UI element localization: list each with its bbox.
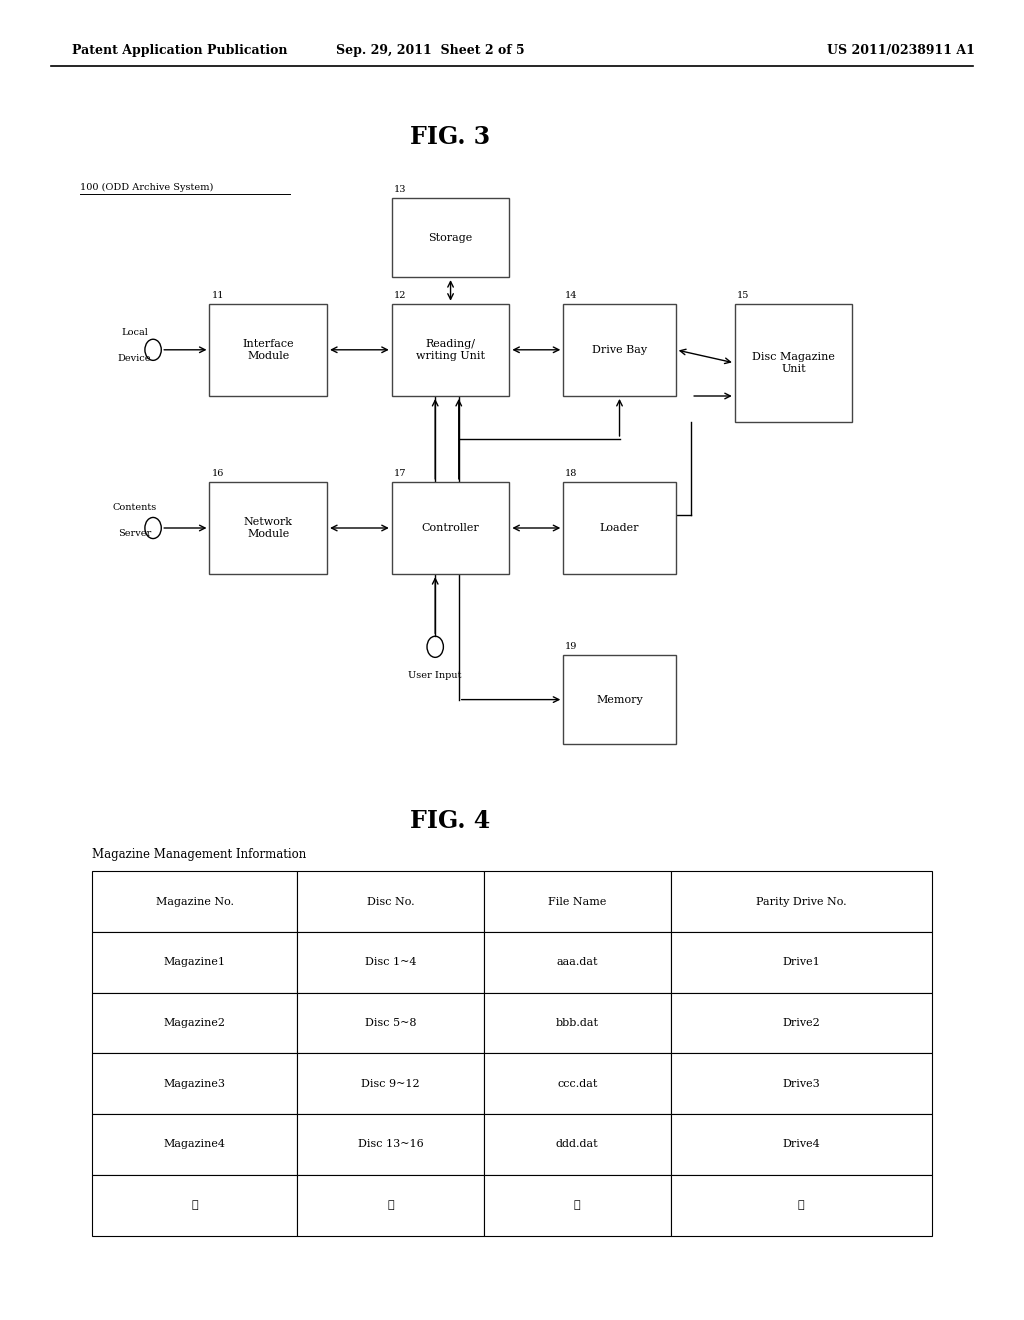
Text: FIG. 3: FIG. 3: [411, 125, 490, 149]
Text: Loader: Loader: [600, 523, 639, 533]
Text: Disc 1~4: Disc 1~4: [365, 957, 417, 968]
Text: ⋮: ⋮: [191, 1200, 198, 1210]
Bar: [391, 198, 510, 277]
Bar: [297, 993, 484, 1053]
Bar: [297, 932, 484, 993]
Bar: [297, 1053, 484, 1114]
Bar: [92, 871, 297, 932]
Text: Memory: Memory: [596, 694, 643, 705]
Text: Contents: Contents: [113, 503, 157, 512]
Text: User Input: User Input: [409, 671, 462, 680]
Text: Magazine1: Magazine1: [164, 957, 225, 968]
Text: File Name: File Name: [548, 896, 606, 907]
Bar: [391, 304, 510, 396]
Text: Magazine No.: Magazine No.: [156, 896, 233, 907]
Text: Parity Drive No.: Parity Drive No.: [756, 896, 847, 907]
Bar: [484, 932, 671, 993]
Text: Disc Magazine
Unit: Disc Magazine Unit: [753, 352, 835, 374]
Text: Sep. 29, 2011  Sheet 2 of 5: Sep. 29, 2011 Sheet 2 of 5: [336, 44, 524, 57]
Text: ⋮: ⋮: [798, 1200, 805, 1210]
Text: Drive1: Drive1: [782, 957, 820, 968]
Text: 100 (ODD Archive System): 100 (ODD Archive System): [80, 183, 213, 191]
Text: 14: 14: [565, 290, 578, 300]
Text: 12: 12: [393, 290, 407, 300]
Text: US 2011/0238911 A1: US 2011/0238911 A1: [827, 44, 975, 57]
Bar: [735, 304, 852, 422]
Bar: [297, 1175, 484, 1236]
Text: Interface
Module: Interface Module: [243, 339, 294, 360]
Text: Magazine4: Magazine4: [164, 1139, 225, 1150]
Bar: [92, 993, 297, 1053]
Text: Disc 5~8: Disc 5~8: [365, 1018, 417, 1028]
Text: 19: 19: [565, 642, 578, 651]
Bar: [671, 993, 932, 1053]
Text: ⋮: ⋮: [387, 1200, 394, 1210]
Text: Controller: Controller: [422, 523, 479, 533]
Text: Patent Application Publication: Patent Application Publication: [72, 44, 287, 57]
Text: Local: Local: [121, 327, 148, 337]
Text: Network
Module: Network Module: [244, 517, 293, 539]
Bar: [484, 993, 671, 1053]
Bar: [297, 1114, 484, 1175]
Text: Drive4: Drive4: [782, 1139, 820, 1150]
Text: 11: 11: [212, 290, 224, 300]
Text: 17: 17: [393, 469, 407, 478]
Bar: [210, 304, 328, 396]
Bar: [671, 1175, 932, 1236]
Bar: [92, 932, 297, 993]
Bar: [563, 482, 676, 574]
Bar: [563, 304, 676, 396]
Text: ccc.dat: ccc.dat: [557, 1078, 597, 1089]
Text: 18: 18: [565, 469, 578, 478]
Text: Reading/
writing Unit: Reading/ writing Unit: [416, 339, 485, 360]
Text: Magazine2: Magazine2: [164, 1018, 225, 1028]
Text: Device: Device: [118, 354, 152, 363]
Bar: [671, 1053, 932, 1114]
Text: Storage: Storage: [428, 232, 473, 243]
Text: aaa.dat: aaa.dat: [557, 957, 598, 968]
Text: FIG. 4: FIG. 4: [411, 809, 490, 833]
Text: Server: Server: [118, 529, 152, 539]
Bar: [297, 871, 484, 932]
Text: Drive2: Drive2: [782, 1018, 820, 1028]
Text: Disc 9~12: Disc 9~12: [361, 1078, 420, 1089]
Bar: [484, 871, 671, 932]
Bar: [210, 482, 328, 574]
Bar: [484, 1175, 671, 1236]
Bar: [484, 1114, 671, 1175]
Bar: [671, 932, 932, 993]
Bar: [671, 871, 932, 932]
Bar: [92, 1114, 297, 1175]
Text: bbb.dat: bbb.dat: [556, 1018, 599, 1028]
Text: ddd.dat: ddd.dat: [556, 1139, 599, 1150]
Bar: [391, 482, 510, 574]
Bar: [671, 1114, 932, 1175]
Bar: [563, 655, 676, 744]
Text: Drive3: Drive3: [782, 1078, 820, 1089]
Text: 13: 13: [393, 185, 407, 194]
Text: Magazine3: Magazine3: [164, 1078, 225, 1089]
Text: ⋮: ⋮: [574, 1200, 581, 1210]
Bar: [92, 1175, 297, 1236]
Text: 15: 15: [737, 290, 750, 300]
Text: Magazine Management Information: Magazine Management Information: [92, 847, 306, 861]
Text: Drive Bay: Drive Bay: [592, 345, 647, 355]
Bar: [484, 1053, 671, 1114]
Text: Disc No.: Disc No.: [367, 896, 415, 907]
Text: 16: 16: [212, 469, 224, 478]
Text: Disc 13~16: Disc 13~16: [357, 1139, 424, 1150]
Bar: [92, 1053, 297, 1114]
